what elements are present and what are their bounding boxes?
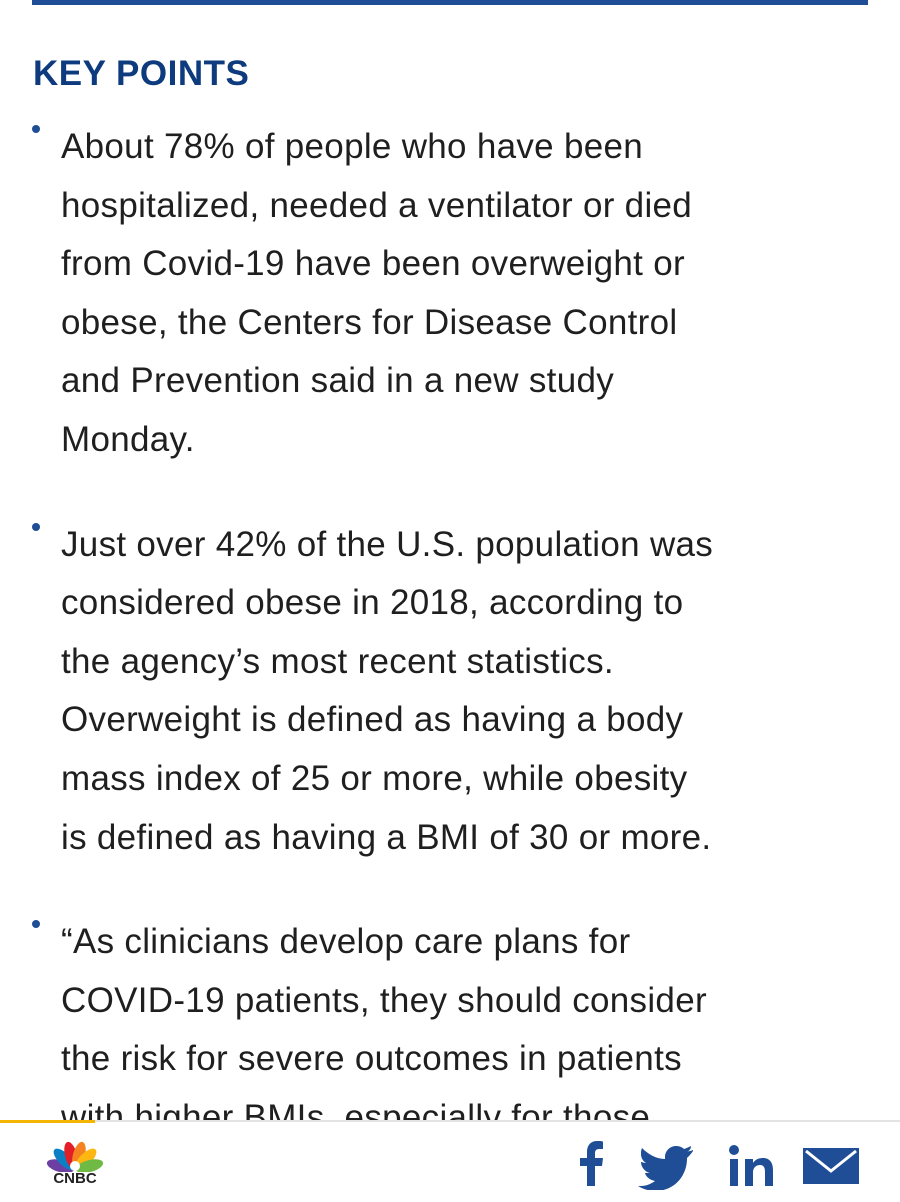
bullet-text-line: considered obese in 2018, according to xyxy=(61,583,684,623)
logo-peacock[interactable] xyxy=(44,1134,106,1172)
bullet-text-line: Monday. xyxy=(61,420,195,459)
footer-bar: CNBC xyxy=(0,1120,900,1202)
top-rule xyxy=(32,0,868,5)
twitter-icon[interactable] xyxy=(638,1146,693,1190)
bullet-text-line: hospitalized, needed a ventilator or die… xyxy=(61,185,693,225)
linkedin-icon[interactable] xyxy=(729,1145,773,1186)
bullet-text-line: is defined as having a BMI of 30 or more… xyxy=(61,817,712,857)
bullet-dot xyxy=(32,522,40,531)
logo-text[interactable]: CNBC xyxy=(53,1170,97,1187)
section-title: KEY POINTS xyxy=(33,54,250,93)
accent-rule xyxy=(0,1120,95,1123)
bullet-text-line: from Covid-19 have been overweight or xyxy=(61,244,685,284)
mail-icon[interactable] xyxy=(803,1148,859,1184)
bullet-text-line: obese, the Centers for Disease Control xyxy=(61,302,678,342)
bullet-text-line: and Prevention said in a new study xyxy=(61,361,615,401)
bullet-dot xyxy=(32,920,40,929)
bullet-text-line: Overweight is defined as having a body xyxy=(61,700,684,740)
facebook-icon[interactable] xyxy=(580,1141,603,1186)
bullet-dot xyxy=(32,125,40,133)
bullet-text-line: COVID-19 patients, they should consider xyxy=(61,980,707,1020)
share-icons xyxy=(580,1141,859,1190)
bullet-text-line: mass index of 25 or more, while obesity xyxy=(61,759,688,798)
bullet-text-line: Just over 42% of the U.S. population was xyxy=(61,524,714,564)
bullet-text-line: the agency’s most recent statistics. xyxy=(61,641,614,681)
bullet-text-line: About 78% of people who have been xyxy=(61,127,644,166)
bullet-text-line: “As clinicians develop care plans for xyxy=(61,922,631,962)
bullet-text-line: the risk for severe outcomes in patients xyxy=(61,1039,682,1079)
